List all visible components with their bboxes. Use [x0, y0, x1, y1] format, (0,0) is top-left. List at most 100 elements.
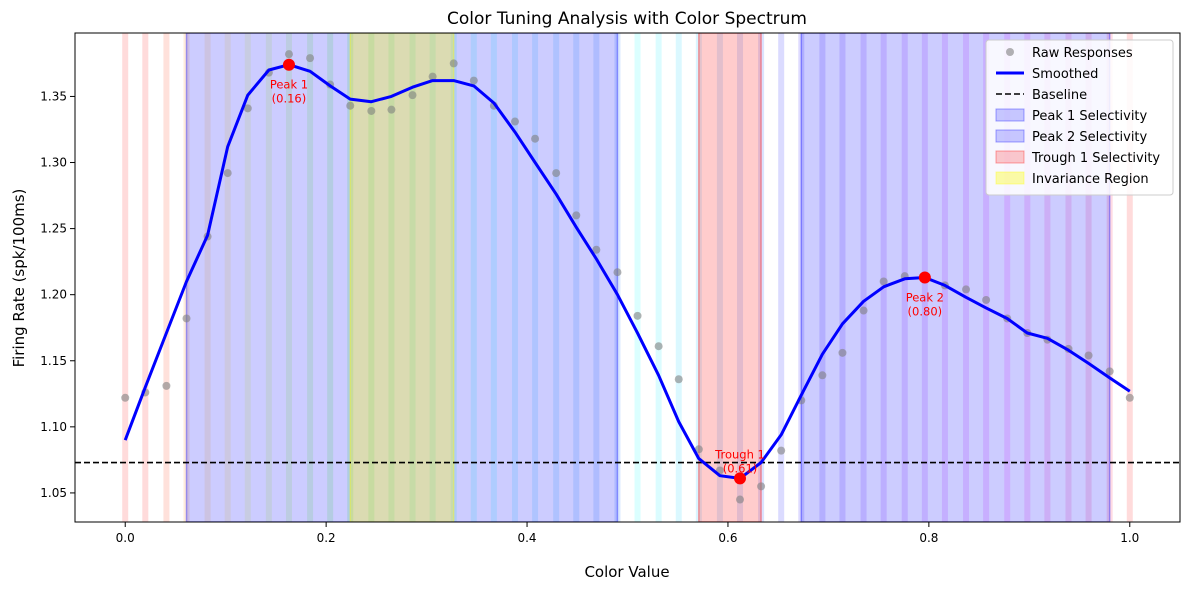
y-tick-label: 1.35	[40, 89, 67, 103]
annotation-value: (0.80)	[908, 305, 943, 319]
raw-response-point	[552, 169, 561, 178]
spectrum-stripe	[122, 33, 129, 522]
spectrum-stripe	[1044, 33, 1051, 522]
raw-response-point	[757, 482, 766, 491]
raw-response-point	[428, 72, 437, 81]
spectrum-stripe	[368, 33, 375, 522]
spectrum-stripe	[265, 33, 272, 522]
raw-response-point	[1105, 367, 1114, 376]
x-tick-label: 0.8	[919, 531, 938, 545]
spectrum-stripe	[307, 33, 314, 522]
legend-patch	[995, 171, 1025, 185]
raw-response-point	[121, 393, 130, 402]
spectrum-stripe	[1004, 33, 1011, 522]
spectrum-stripe	[388, 33, 395, 522]
spectrum-stripe	[839, 33, 846, 522]
x-tick-label: 0.2	[317, 531, 336, 545]
spectrum-stripe	[204, 33, 211, 522]
x-axis: 0.0 0.2 0.4 0.6 0.8 1.0	[116, 522, 1139, 545]
spectrum-stripe	[183, 33, 190, 522]
raw-response-point	[1084, 351, 1093, 360]
x-tick-label: 1.0	[1120, 531, 1139, 545]
spectrum-stripe	[695, 33, 702, 522]
spectrum-stripe	[163, 33, 170, 522]
x-tick-label: 0.6	[718, 531, 737, 545]
x-axis-title: Color Value	[584, 563, 669, 581]
annotation-label: Trough 1	[714, 447, 765, 461]
spectrum-stripe	[1085, 33, 1092, 522]
raw-response-point	[838, 348, 847, 357]
spectrum-stripe	[798, 33, 805, 522]
raw-response-point	[736, 495, 745, 504]
raw-response-point	[982, 295, 991, 304]
raw-response-point	[633, 311, 642, 320]
y-tick-label: 1.15	[40, 354, 67, 368]
spectrum-stripe	[573, 33, 580, 522]
legend-marker	[1006, 48, 1014, 56]
spectrum-stripe	[941, 33, 948, 522]
y-tick-label: 1.30	[40, 156, 67, 170]
raw-response-point	[654, 342, 663, 351]
region-band	[185, 33, 619, 522]
spectrum-stripe	[737, 33, 744, 522]
legend-label: Raw Responses	[1032, 46, 1133, 61]
extremum-marker	[282, 58, 295, 71]
spectrum-stripe	[819, 33, 826, 522]
spectrum-stripe	[450, 33, 457, 522]
raw-response-point	[1125, 393, 1134, 402]
raw-response-point	[182, 314, 191, 323]
y-tick-label: 1.20	[40, 288, 67, 302]
y-tick-label: 1.10	[40, 420, 67, 434]
raw-response-point	[387, 105, 396, 114]
region-band	[698, 33, 762, 522]
raw-response-point	[346, 101, 355, 110]
raw-response-point	[613, 268, 622, 277]
spectrum-stripe	[963, 33, 970, 522]
spectrum-stripe	[429, 33, 436, 522]
y-tick-label: 1.25	[40, 222, 67, 236]
x-tick-label: 0.0	[116, 531, 135, 545]
spectrum-stripe	[285, 33, 292, 522]
spectrum-stripe	[716, 33, 723, 522]
annotation-label: Peak 2	[906, 291, 944, 305]
legend-label: Trough 1 Selectivity	[1031, 151, 1160, 166]
raw-response-point	[572, 211, 581, 220]
spectrum-stripe	[1106, 33, 1113, 522]
y-axis-title: Firing Rate (spk/100ms)	[10, 189, 28, 368]
spectrum-stripe	[1126, 33, 1133, 522]
raw-response-point	[367, 106, 376, 115]
legend-label: Peak 2 Selectivity	[1032, 130, 1148, 145]
x-tick-label: 0.4	[517, 531, 536, 545]
spectrum-stripe	[553, 33, 560, 522]
spectrum-stripe	[511, 33, 518, 522]
y-axis: 1.05 1.10 1.15 1.20 1.25 1.30 1.35	[40, 89, 75, 500]
legend-label: Invariance Region	[1032, 172, 1149, 187]
spectrum-stripe	[655, 33, 662, 522]
legend-label: Smoothed	[1032, 67, 1098, 82]
spectrum-stripe	[675, 33, 682, 522]
annotation-value: (0.61)	[723, 461, 758, 475]
raw-response-point	[674, 375, 683, 384]
spectrum-stripe	[778, 33, 785, 522]
raw-response-point	[223, 169, 232, 178]
raw-response-point	[162, 381, 171, 390]
raw-response-point	[777, 446, 786, 455]
selectivity-regions	[185, 33, 1111, 522]
raw-response-point	[962, 285, 971, 294]
spectrum-stripe	[983, 33, 990, 522]
raw-response-point	[818, 371, 827, 380]
spectrum-stripe	[244, 33, 251, 522]
spectrum-stripe	[224, 33, 231, 522]
raw-response-point	[879, 277, 888, 286]
spectrum-stripe	[593, 33, 600, 522]
raw-response-point	[469, 76, 478, 85]
region-band	[349, 33, 455, 522]
raw-response-point	[531, 134, 540, 143]
spectrum-stripe	[1024, 33, 1031, 522]
annotations: Peak 1(0.16) Trough 1(0.61) Peak 2(0.80)	[270, 58, 944, 485]
raw-response-point	[408, 91, 417, 100]
spectrum-stripe	[409, 33, 416, 522]
spectrum-stripe	[614, 33, 621, 522]
spectrum-stripe	[634, 33, 641, 522]
